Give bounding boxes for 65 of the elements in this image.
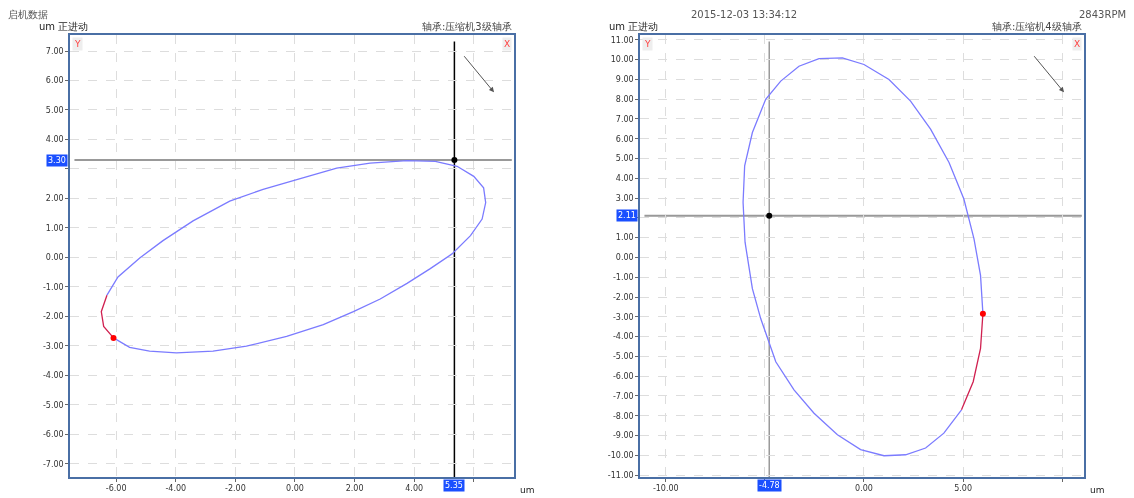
- y-tick-label: -11.00: [607, 470, 634, 480]
- line-series: [100, 294, 115, 339]
- y-tick-label: 5.00: [615, 154, 634, 164]
- y-tick-label: 0.00: [45, 253, 64, 263]
- y-tick-label: 4.00: [615, 174, 634, 184]
- y-tick-label: -2.00: [612, 292, 634, 302]
- y-tick-label: 5.00: [45, 105, 64, 115]
- y-tick-label: -5.00: [42, 400, 64, 410]
- x-axis-title: um: [1090, 485, 1105, 495]
- y-tick-label: 6.00: [615, 134, 634, 144]
- y-tick-label: -9.00: [612, 431, 634, 441]
- x-tick-label: 0.00: [855, 484, 873, 494]
- x-axis-title: um: [520, 485, 535, 495]
- ref-line-label: 2.11: [618, 211, 636, 220]
- y-tick-label: 4.00: [45, 135, 64, 145]
- chart-title: 轴承:压缩机4级轴承: [992, 21, 1082, 32]
- y-tick-label: 6.00: [45, 76, 64, 86]
- annotation: X: [504, 39, 511, 49]
- text: 2015-12-03 13:34:12: [691, 9, 798, 20]
- x-tick-label: -4.00: [165, 484, 187, 494]
- x-tick-label: 4.00: [405, 484, 424, 494]
- y-tick-label: 7.00: [615, 114, 634, 124]
- annotation: Y: [644, 39, 651, 49]
- y-axis-title: um 正进动: [39, 21, 89, 32]
- y-tick-label: 2.00: [45, 194, 64, 204]
- text: 2843RPM: [1079, 9, 1127, 20]
- y-tick-label: 11.00: [610, 35, 634, 45]
- ref-line-label: 5.35: [445, 481, 463, 490]
- line-series: [742, 57, 984, 457]
- x-tick-label: -2.00: [225, 484, 246, 494]
- y-tick-label: -1.00: [42, 282, 64, 292]
- y-tick-label: 1.00: [45, 223, 64, 233]
- x-tick-label: 2.00: [345, 484, 364, 494]
- y-tick-label: 8.00: [615, 94, 634, 104]
- x-tick-label: 5.00: [954, 484, 972, 494]
- annotation: Y: [74, 39, 81, 49]
- x-tick-label: -6.00: [105, 484, 127, 494]
- y-axis-title: um 正进动: [609, 21, 659, 32]
- y-tick-label: -3.00: [42, 341, 64, 351]
- annotation: X: [1074, 39, 1081, 49]
- y-tick-label: 1.00: [615, 233, 634, 243]
- y-tick-label: -6.00: [612, 371, 634, 381]
- y-tick-label: -10.00: [607, 451, 634, 461]
- chart-title: 轴承:压缩机3级轴承: [422, 21, 512, 32]
- x-tick-label: -10.00: [652, 484, 679, 494]
- y-tick-label: -2.00: [42, 312, 64, 322]
- y-tick-label: 9.00: [615, 75, 634, 85]
- y-tick-label: 7.00: [45, 46, 64, 56]
- y-tick-label: -6.00: [42, 430, 64, 440]
- line-series: [106, 160, 487, 354]
- y-tick-label: -4.00: [612, 332, 634, 342]
- y-tick-label: -8.00: [612, 411, 634, 421]
- y-tick-label: -1.00: [612, 273, 634, 283]
- y-tick-label: -7.00: [42, 459, 64, 469]
- y-tick-label: 0.00: [615, 253, 634, 263]
- y-tick-label: 10.00: [610, 55, 634, 65]
- y-tick-label: -7.00: [612, 391, 634, 401]
- y-tick-label: -4.00: [42, 371, 64, 381]
- y-tick-label: -3.00: [612, 312, 634, 322]
- text: 启机数据: [8, 9, 48, 20]
- x-tick-label: 0.00: [286, 484, 304, 494]
- ref-line-label: -4.78: [759, 481, 780, 490]
- ref-line-label: 3.30: [48, 156, 66, 165]
- y-tick-label: 3.00: [615, 193, 634, 203]
- y-tick-label: -5.00: [612, 352, 634, 362]
